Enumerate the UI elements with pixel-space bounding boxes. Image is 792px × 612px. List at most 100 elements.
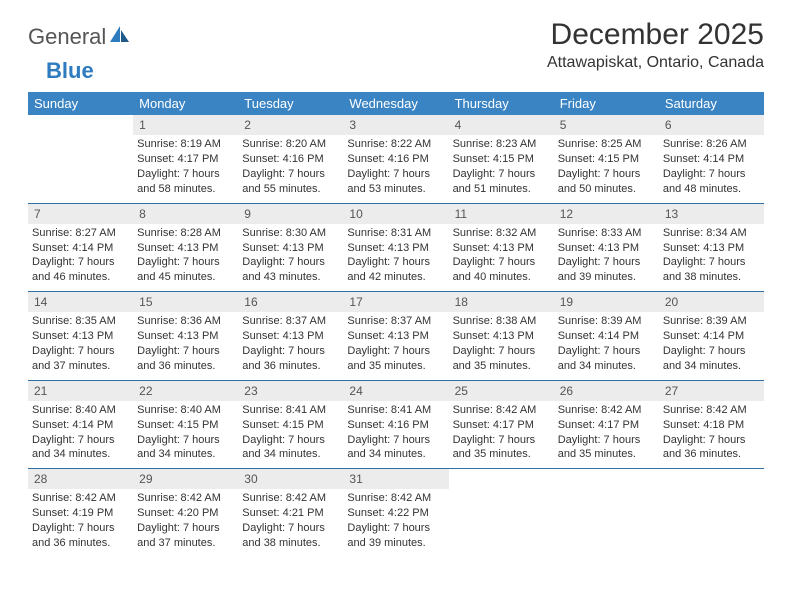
daylight-text: Daylight: 7 hours xyxy=(663,433,760,448)
daylight-text: Daylight: 7 hours xyxy=(137,521,234,536)
day-number: 24 xyxy=(343,381,448,401)
sunrise-text: Sunrise: 8:38 AM xyxy=(453,314,550,329)
daylight-text: and 35 minutes. xyxy=(347,359,444,374)
calendar-day-cell: 20Sunrise: 8:39 AMSunset: 4:14 PMDayligh… xyxy=(659,292,764,381)
calendar-day-cell: 22Sunrise: 8:40 AMSunset: 4:15 PMDayligh… xyxy=(133,380,238,469)
daylight-text: and 50 minutes. xyxy=(558,182,655,197)
sunrise-text: Sunrise: 8:33 AM xyxy=(558,226,655,241)
calendar-day-cell: 10Sunrise: 8:31 AMSunset: 4:13 PMDayligh… xyxy=(343,203,448,292)
daylight-text: and 38 minutes. xyxy=(242,536,339,551)
sunrise-text: Sunrise: 8:36 AM xyxy=(137,314,234,329)
logo-text-blue: Blue xyxy=(46,58,94,84)
daylight-text: Daylight: 7 hours xyxy=(347,167,444,182)
day-number: 12 xyxy=(554,204,659,224)
calendar-day-cell: 7 Sunrise: 8:27 AMSunset: 4:14 PMDaylight… xyxy=(28,203,133,292)
day-number: 21 xyxy=(28,381,133,401)
daylight-text: and 51 minutes. xyxy=(453,182,550,197)
logo-sail-icon xyxy=(110,26,130,49)
daylight-text: and 37 minutes. xyxy=(137,536,234,551)
day-number: 18 xyxy=(449,292,554,312)
daylight-text: Daylight: 7 hours xyxy=(558,255,655,270)
sunset-text: Sunset: 4:14 PM xyxy=(32,241,129,256)
dow-tuesday: Tuesday xyxy=(238,92,343,115)
sunrise-text: Sunrise: 8:42 AM xyxy=(663,403,760,418)
calendar-day-cell: 1Sunrise: 8:19 AMSunset: 4:17 PMDaylight… xyxy=(133,115,238,203)
sunset-text: Sunset: 4:16 PM xyxy=(242,152,339,167)
daylight-text: Daylight: 7 hours xyxy=(137,344,234,359)
daylight-text: and 35 minutes. xyxy=(558,447,655,462)
daylight-text: Daylight: 7 hours xyxy=(663,167,760,182)
calendar-week-row: 7Sunrise: 8:27 AMSunset: 4:14 PMDaylight… xyxy=(28,203,764,292)
day-number: 7 xyxy=(28,204,133,224)
dow-wednesday: Wednesday xyxy=(343,92,448,115)
day-number: 19 xyxy=(554,292,659,312)
day-number: 1 xyxy=(133,115,238,135)
page-title: December 2025 xyxy=(547,18,764,52)
sunrise-text: Sunrise: 8:41 AM xyxy=(242,403,339,418)
calendar-day-cell: 5Sunrise: 8:25 AMSunset: 4:15 PMDaylight… xyxy=(554,115,659,203)
sunset-text: Sunset: 4:15 PM xyxy=(453,152,550,167)
calendar-week-row: 28Sunrise: 8:42 AMSunset: 4:19 PMDayligh… xyxy=(28,469,764,557)
sunset-text: Sunset: 4:14 PM xyxy=(663,152,760,167)
daylight-text: Daylight: 7 hours xyxy=(347,433,444,448)
sunrise-text: Sunrise: 8:42 AM xyxy=(32,491,129,506)
calendar-day-cell: 29Sunrise: 8:42 AMSunset: 4:20 PMDayligh… xyxy=(133,469,238,557)
daylight-text: Daylight: 7 hours xyxy=(242,344,339,359)
dow-monday: Monday xyxy=(133,92,238,115)
daylight-text: and 34 minutes. xyxy=(137,447,234,462)
daylight-text: and 34 minutes. xyxy=(663,359,760,374)
calendar-week-row: 14Sunrise: 8:35 AMSunset: 4:13 PMDayligh… xyxy=(28,292,764,381)
daylight-text: and 36 minutes. xyxy=(32,536,129,551)
logo-text-general: General xyxy=(28,24,106,50)
sunset-text: Sunset: 4:13 PM xyxy=(32,329,129,344)
sunset-text: Sunset: 4:15 PM xyxy=(242,418,339,433)
sunset-text: Sunset: 4:13 PM xyxy=(453,329,550,344)
daylight-text: Daylight: 7 hours xyxy=(347,255,444,270)
daylight-text: and 36 minutes. xyxy=(137,359,234,374)
sunset-text: Sunset: 4:13 PM xyxy=(242,241,339,256)
daylight-text: Daylight: 7 hours xyxy=(32,255,129,270)
daylight-text: Daylight: 7 hours xyxy=(32,344,129,359)
calendar-day-cell: 16Sunrise: 8:37 AMSunset: 4:13 PMDayligh… xyxy=(238,292,343,381)
daylight-text: Daylight: 7 hours xyxy=(453,433,550,448)
day-number: 23 xyxy=(238,381,343,401)
sunset-text: Sunset: 4:17 PM xyxy=(558,418,655,433)
sunrise-text: Sunrise: 8:35 AM xyxy=(32,314,129,329)
calendar-day-cell: 12Sunrise: 8:33 AMSunset: 4:13 PMDayligh… xyxy=(554,203,659,292)
daylight-text: and 35 minutes. xyxy=(453,359,550,374)
logo: General xyxy=(28,24,132,50)
sunrise-text: Sunrise: 8:34 AM xyxy=(663,226,760,241)
calendar-day-cell: 30Sunrise: 8:42 AMSunset: 4:21 PMDayligh… xyxy=(238,469,343,557)
sunrise-text: Sunrise: 8:32 AM xyxy=(453,226,550,241)
daylight-text: and 39 minutes. xyxy=(347,536,444,551)
sunrise-text: Sunrise: 8:42 AM xyxy=(242,491,339,506)
sunset-text: Sunset: 4:13 PM xyxy=(137,329,234,344)
sunset-text: Sunset: 4:14 PM xyxy=(663,329,760,344)
day-number: 10 xyxy=(343,204,448,224)
daylight-text: and 34 minutes. xyxy=(242,447,339,462)
daylight-text: Daylight: 7 hours xyxy=(558,433,655,448)
calendar-day-cell: 6Sunrise: 8:26 AMSunset: 4:14 PMDaylight… xyxy=(659,115,764,203)
sunrise-text: Sunrise: 8:30 AM xyxy=(242,226,339,241)
sunset-text: Sunset: 4:15 PM xyxy=(137,418,234,433)
sunset-text: Sunset: 4:13 PM xyxy=(347,329,444,344)
sunset-text: Sunset: 4:13 PM xyxy=(347,241,444,256)
calendar-day-cell: 19Sunrise: 8:39 AMSunset: 4:14 PMDayligh… xyxy=(554,292,659,381)
dow-sunday: Sunday xyxy=(28,92,133,115)
day-number: 6 xyxy=(659,115,764,135)
sunrise-text: Sunrise: 8:27 AM xyxy=(32,226,129,241)
daylight-text: and 40 minutes. xyxy=(453,270,550,285)
sunrise-text: Sunrise: 8:39 AM xyxy=(663,314,760,329)
daylight-text: and 45 minutes. xyxy=(137,270,234,285)
sunrise-text: Sunrise: 8:19 AM xyxy=(137,137,234,152)
calendar-day-cell: 31Sunrise: 8:42 AMSunset: 4:22 PMDayligh… xyxy=(343,469,448,557)
daylight-text: and 36 minutes. xyxy=(663,447,760,462)
day-number: 3 xyxy=(343,115,448,135)
calendar-day-cell: 15Sunrise: 8:36 AMSunset: 4:13 PMDayligh… xyxy=(133,292,238,381)
daylight-text: and 46 minutes. xyxy=(32,270,129,285)
sunrise-text: Sunrise: 8:37 AM xyxy=(347,314,444,329)
calendar-week-row: 1Sunrise: 8:19 AMSunset: 4:17 PMDaylight… xyxy=(28,115,764,203)
sunrise-text: Sunrise: 8:23 AM xyxy=(453,137,550,152)
calendar-week-row: 21Sunrise: 8:40 AMSunset: 4:14 PMDayligh… xyxy=(28,380,764,469)
calendar-header-row: Sunday Monday Tuesday Wednesday Thursday… xyxy=(28,92,764,115)
